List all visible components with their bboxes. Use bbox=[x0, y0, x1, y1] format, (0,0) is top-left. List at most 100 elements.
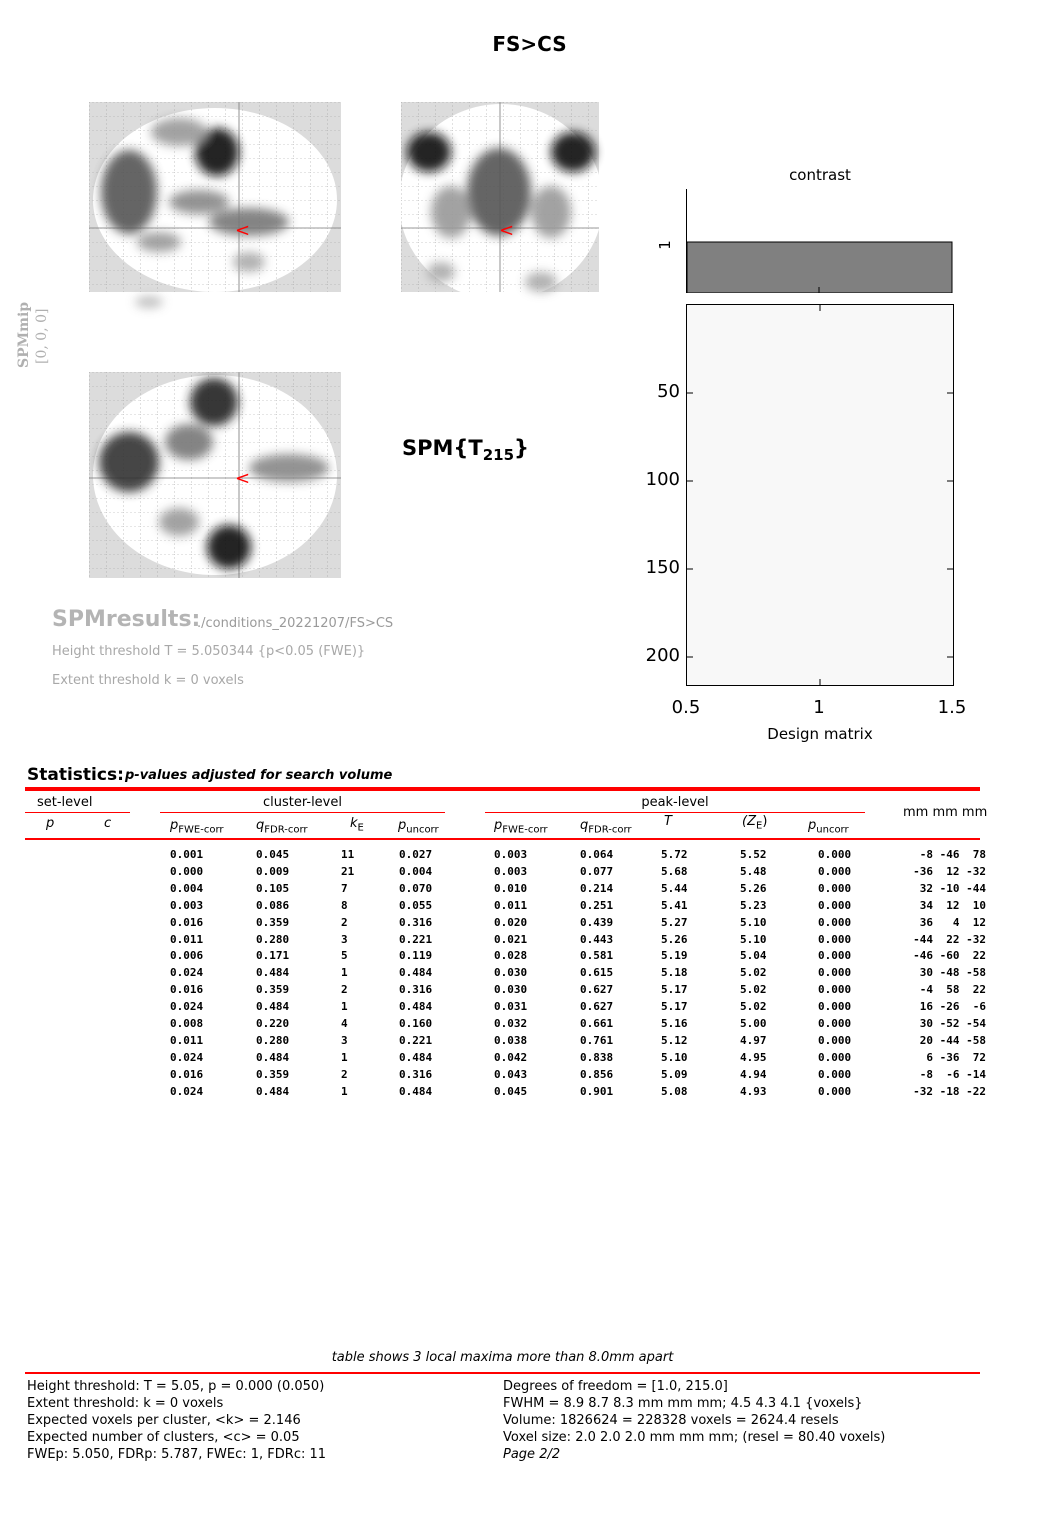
table-cell: 5.72 bbox=[661, 848, 688, 861]
table-cell: 5.00 bbox=[740, 1017, 767, 1030]
y-tick-100: 100 bbox=[645, 469, 680, 490]
table-cell: 0.761 bbox=[580, 1033, 614, 1047]
table-row[interactable]: 0.003 0.086 8 0.055 0.011 0.251 5.41 5.23 0.000 3… bbox=[0, 899, 1059, 915]
col-peak-punc-sub: uncorr bbox=[816, 824, 849, 836]
table-row[interactable]: 0.004 0.105 7 0.070 0.010 0.214 5.44 5.26 0.000 3… bbox=[0, 882, 1059, 898]
table-row[interactable]: 0.006 0.171 5 0.119 0.028 0.581 5.19 5.04 0.000 -… bbox=[0, 949, 1059, 965]
table-cell: 0.016 bbox=[170, 915, 204, 929]
glass-brain-axial[interactable]: < bbox=[89, 372, 341, 578]
col-peak-pfwe: pFWE-corr bbox=[494, 818, 548, 836]
footer-expected-voxels: Expected voxels per cluster, <k> = 2.146 bbox=[27, 1413, 301, 1428]
table-cell: 1 bbox=[341, 1050, 348, 1064]
table-cell: 2 bbox=[341, 915, 348, 929]
table-cell: 5.09 bbox=[661, 1067, 688, 1081]
table-row[interactable]: 0.016 0.359 2 0.316 0.030 0.627 5.17 5.02 0.000 -… bbox=[0, 983, 1059, 999]
table-cell: 0.000 bbox=[818, 1050, 852, 1064]
table-cell: 5.08 bbox=[661, 1084, 688, 1098]
col-peak-pfwe-label: p bbox=[494, 818, 503, 833]
table-cell: 0.000 bbox=[818, 932, 852, 946]
footer-note: table shows 3 local maxima more than 8.0… bbox=[331, 1350, 674, 1365]
table-cell: 5.16 bbox=[661, 1017, 688, 1030]
table-cell: 0.000 bbox=[818, 1000, 852, 1014]
table-cell: -32 -18 -22 bbox=[913, 1084, 986, 1098]
cursor-marker-axial: < bbox=[235, 468, 250, 489]
table-cell: 0.042 bbox=[494, 1050, 528, 1064]
contrast-bar-chart bbox=[686, 189, 953, 294]
stat-type-prefix: SPM{T bbox=[402, 436, 483, 460]
table-row[interactable]: 0.011 0.280 3 0.221 0.021 0.443 5.26 5.10 0.000 -… bbox=[0, 933, 1059, 949]
table-cell: 8 bbox=[341, 898, 348, 912]
design-matrix-ticks bbox=[687, 305, 953, 685]
x-tick-1: 1 bbox=[813, 697, 825, 718]
table-cell: 5.19 bbox=[661, 949, 688, 963]
table-cell: -44 22 -32 bbox=[913, 932, 986, 946]
cursor-marker-sagittal: < bbox=[235, 220, 250, 241]
table-row[interactable]: 0.008 0.220 4 0.160 0.032 0.661 5.16 5.00 0.000 3… bbox=[0, 1017, 1059, 1033]
footer-voxel-size: Voxel size: 2.0 2.0 2.0 mm mm mm; (resel… bbox=[503, 1430, 886, 1445]
glass-brain-sagittal[interactable]: < bbox=[89, 102, 341, 308]
table-cell: 0.220 bbox=[256, 1017, 290, 1030]
table-cell: 0.221 bbox=[399, 1033, 433, 1047]
table-cell: 0.000 bbox=[818, 864, 852, 878]
table-cell: 0.024 bbox=[170, 1084, 204, 1098]
table-cell: 0.011 bbox=[170, 932, 204, 946]
table-cell: 5.26 bbox=[661, 932, 688, 946]
table-cell: 5.02 bbox=[740, 983, 767, 997]
contrast-plot[interactable] bbox=[686, 189, 953, 294]
table-cell: 0.359 bbox=[256, 915, 290, 929]
statistics-title: Statistics: bbox=[27, 765, 124, 785]
table-cell: 0.006 bbox=[170, 949, 204, 963]
table-cell: 0.016 bbox=[170, 1067, 204, 1081]
table-cell: 0.000 bbox=[818, 966, 852, 980]
table-cell: 0.119 bbox=[399, 949, 433, 963]
results-extent-threshold: Extent threshold k = 0 voxels bbox=[52, 673, 244, 688]
table-row[interactable]: 0.016 0.359 2 0.316 0.043 0.856 5.09 4.94 0.000 -… bbox=[0, 1068, 1059, 1084]
table-cell: 16 -26 -6 bbox=[919, 1000, 986, 1014]
table-cell: 5.27 bbox=[661, 915, 688, 929]
table-row[interactable]: 0.024 0.484 1 0.484 0.045 0.901 5.08 4.93 0.000 -… bbox=[0, 1085, 1059, 1101]
col-peak-qfdr-label: q bbox=[580, 818, 589, 833]
table-cell: 0.443 bbox=[580, 932, 614, 946]
table-cell: 0.024 bbox=[170, 1000, 204, 1014]
footer-volume: Volume: 1826624 = 228328 voxels = 2624.4… bbox=[503, 1413, 839, 1428]
table-row[interactable]: 0.016 0.359 2 0.316 0.020 0.439 5.27 5.10 0.000 3… bbox=[0, 916, 1059, 932]
col-set-p: p bbox=[46, 816, 54, 831]
table-row[interactable]: 0.024 0.484 1 0.484 0.031 0.627 5.17 5.02 0.000 1… bbox=[0, 1000, 1059, 1016]
table-cell: 0.000 bbox=[818, 1067, 852, 1081]
table-cell: 0.000 bbox=[818, 983, 852, 997]
table-cell: 5.02 bbox=[740, 966, 767, 980]
table-cell: 5.10 bbox=[661, 1050, 688, 1064]
table-cell: 4.97 bbox=[740, 1033, 767, 1047]
glass-brain-coronal[interactable]: < bbox=[401, 102, 603, 300]
table-cell: 0.439 bbox=[580, 915, 614, 929]
table-row[interactable]: 0.024 0.484 1 0.484 0.042 0.838 5.10 4.95 0.000 6… bbox=[0, 1051, 1059, 1067]
table-cell: 5.17 bbox=[661, 1000, 688, 1014]
table-cell: 0.359 bbox=[256, 983, 290, 997]
design-matrix[interactable] bbox=[686, 304, 954, 686]
table-cell: 1 bbox=[341, 1084, 348, 1098]
table-row[interactable]: 0.000 0.009 21 0.004 0.003 0.077 5.68 5.48 0.000… bbox=[0, 865, 1059, 881]
rule-set-level bbox=[25, 812, 130, 813]
x-tick-1-5: 1.5 bbox=[937, 697, 967, 718]
statistics-table: 0.001 0.045 11 0.027 0.003 0.064 5.72 5.52 0.000… bbox=[0, 848, 1059, 1108]
table-cell: 0.011 bbox=[494, 898, 528, 912]
col-peak-qfdr-sub: FDR-corr bbox=[588, 824, 632, 836]
col-peak-qfdr: qFDR-corr bbox=[580, 818, 632, 836]
rule-cluster-level bbox=[160, 812, 445, 813]
table-cell: 0.000 bbox=[818, 898, 852, 912]
table-cell: 0.627 bbox=[580, 1000, 614, 1014]
coronal-projection-image: < bbox=[401, 102, 603, 300]
col-cluster-punc-label: p bbox=[398, 818, 407, 833]
table-cell: 0.901 bbox=[580, 1084, 614, 1098]
table-cell: 0.010 bbox=[494, 881, 528, 895]
col-cluster-pfwe: pFWE-corr bbox=[170, 818, 224, 836]
table-row[interactable]: 0.001 0.045 11 0.027 0.003 0.064 5.72 5.52 0.000… bbox=[0, 848, 1059, 864]
table-row[interactable]: 0.024 0.484 1 0.484 0.030 0.615 5.18 5.02 0.000 3… bbox=[0, 966, 1059, 982]
table-cell: 0.032 bbox=[494, 1017, 528, 1030]
col-cluster-ke: kE bbox=[350, 816, 364, 834]
table-cell: 0.009 bbox=[256, 864, 290, 878]
table-row[interactable]: 0.011 0.280 3 0.221 0.038 0.761 5.12 4.97 0.000 2… bbox=[0, 1034, 1059, 1050]
table-cell: 0.003 bbox=[494, 848, 528, 861]
table-cell: 0.280 bbox=[256, 932, 290, 946]
col-peak-ze-open: (Z bbox=[742, 814, 756, 829]
